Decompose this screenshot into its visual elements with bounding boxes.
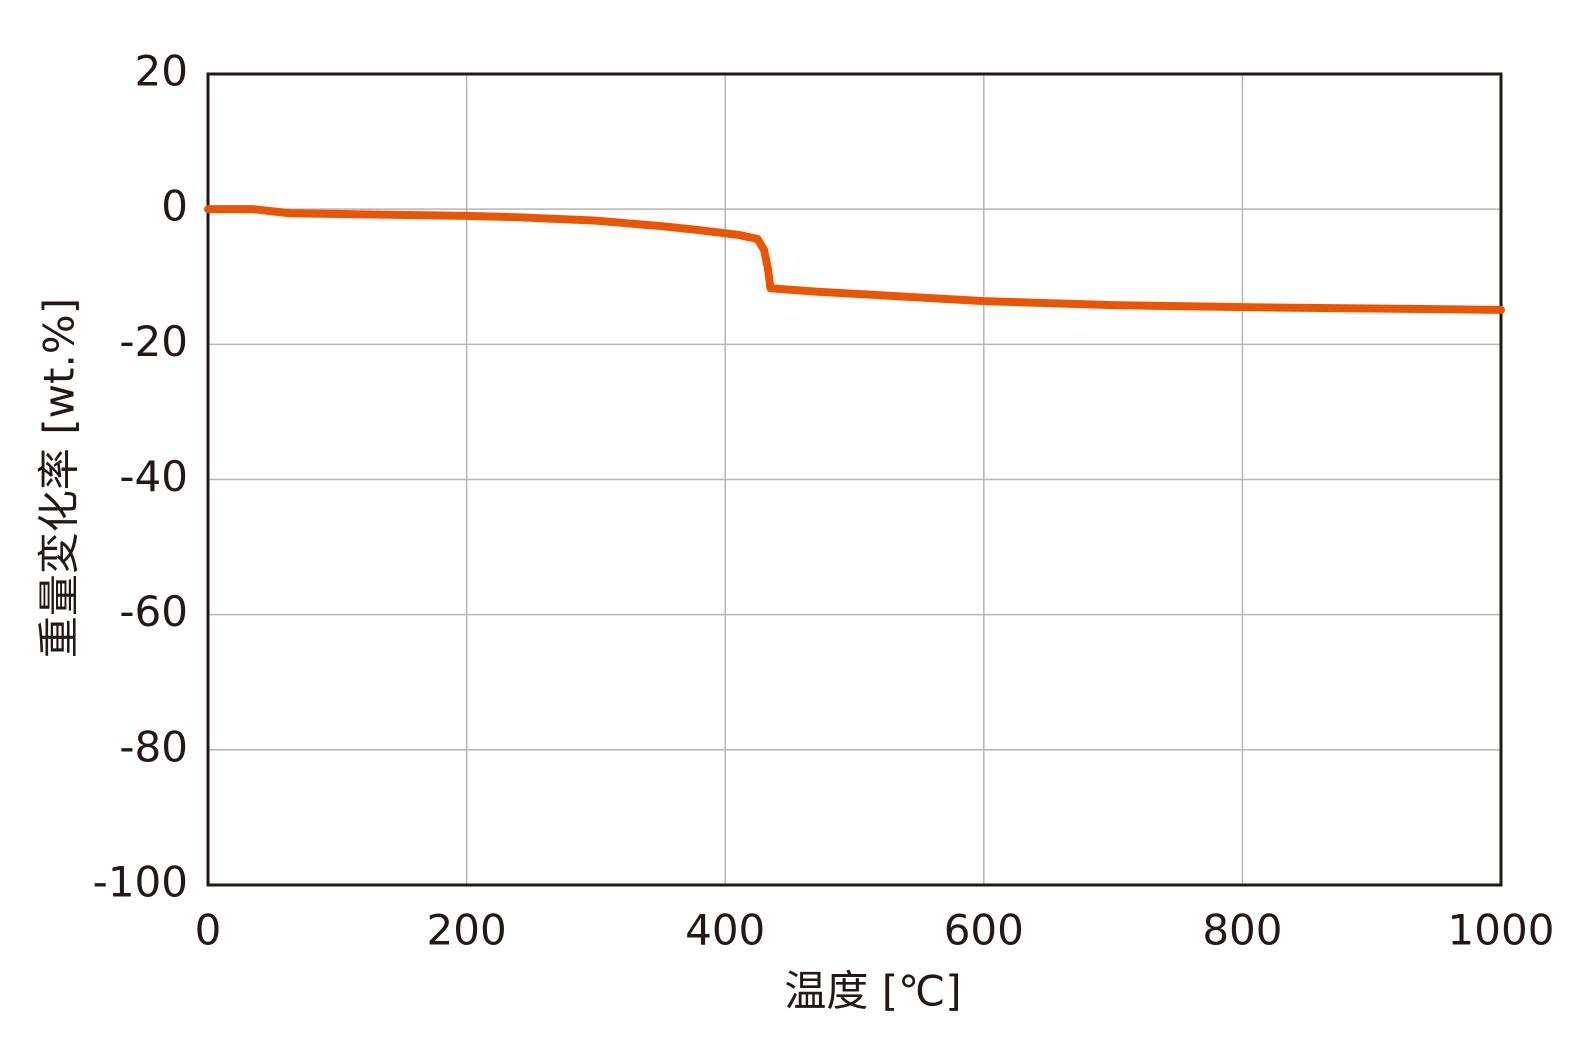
x-axis-title: 温度 [℃] xyxy=(784,967,961,1016)
y-tick-label: -80 xyxy=(119,722,188,771)
x-tick-label: 600 xyxy=(944,906,1024,955)
plot-frame xyxy=(206,72,1503,887)
x-tick-label: 200 xyxy=(427,906,507,955)
y-tick-label: -60 xyxy=(119,587,188,636)
data-line xyxy=(204,205,1505,314)
y-tick-label: 0 xyxy=(161,182,188,231)
y-axis-title: 重量変化率 [wt.%] xyxy=(35,298,84,658)
y-tick-label: -100 xyxy=(93,858,188,907)
y-tick-label: -40 xyxy=(119,452,188,501)
y-tick-label: 20 xyxy=(135,47,188,96)
x-tick-label: 400 xyxy=(685,906,765,955)
x-tick-label: 1000 xyxy=(1448,906,1555,955)
x-tick-label: 0 xyxy=(195,906,222,955)
y-tick-label: -20 xyxy=(119,317,188,366)
x-tick-label: 800 xyxy=(1202,906,1282,955)
